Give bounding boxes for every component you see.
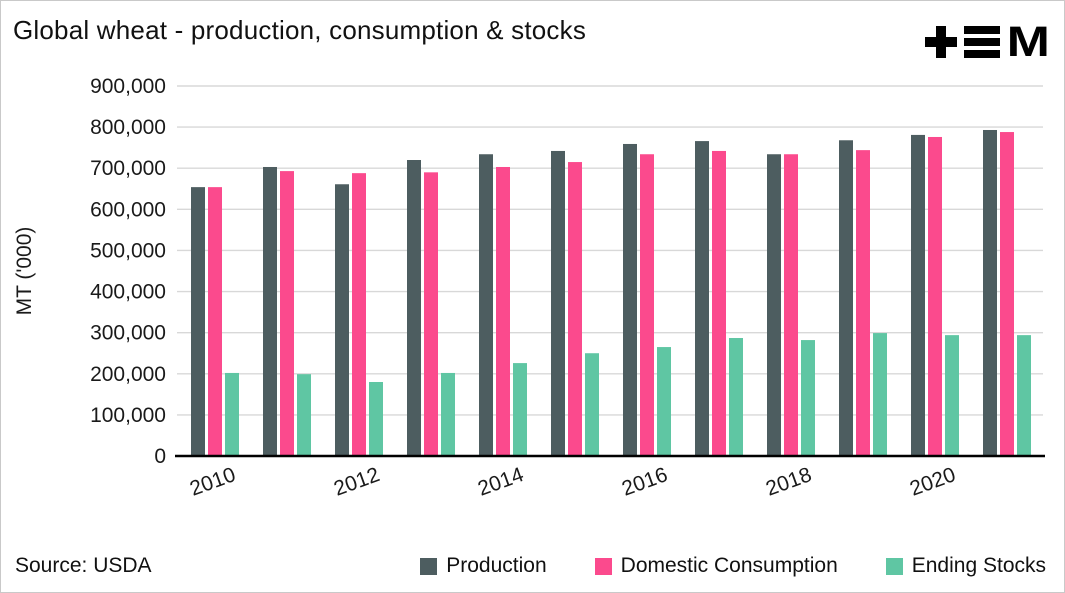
bar-production-2014 xyxy=(479,154,493,456)
y-tick-label-600000: 600,000 xyxy=(90,198,166,221)
bar-ending-stocks-2017 xyxy=(729,338,743,456)
logo-bars-icon xyxy=(963,26,1000,58)
bar-production-2012 xyxy=(335,184,349,456)
bar-production-2017 xyxy=(695,141,709,456)
bar-ending-stocks-2016 xyxy=(657,347,671,456)
bar-ending-stocks-2020 xyxy=(945,335,959,456)
x-tick-label-2014: 2014 xyxy=(475,463,527,501)
x-tick-label-2010: 2010 xyxy=(187,463,239,501)
y-tick-label-0: 0 xyxy=(154,445,166,468)
logo-m-letter: M xyxy=(1006,18,1050,66)
bar-domestic-consumption-2021 xyxy=(1000,132,1014,456)
bar-domestic-consumption-2020 xyxy=(928,136,942,456)
legend-label-production: Production xyxy=(446,554,547,577)
bar-production-2011 xyxy=(263,166,277,456)
bar-domestic-consumption-2014 xyxy=(496,166,510,456)
bar-chart: 0 100,000 200,000 300,000 400,000 500,000 600,… xyxy=(1,61,1064,523)
bar-production-2019 xyxy=(839,140,853,456)
bar-ending-stocks-2019 xyxy=(873,333,887,456)
bar-production-2021 xyxy=(983,129,997,456)
legend-item-production: Production xyxy=(420,554,547,578)
legend-swatch-ending-stocks xyxy=(885,557,903,575)
bar-ending-stocks-2018 xyxy=(801,340,815,456)
y-tick-label-200000: 200,000 xyxy=(90,363,166,386)
bar-production-2020 xyxy=(911,134,925,456)
bar-ending-stocks-2010 xyxy=(225,372,239,456)
legend-swatch-production xyxy=(420,557,438,575)
x-tick-label-2018: 2018 xyxy=(763,463,815,501)
y-axis-label: MT ('000) xyxy=(13,227,36,316)
bar-ending-stocks-2014 xyxy=(513,363,527,456)
x-tick-label-2012: 2012 xyxy=(331,463,383,501)
y-tick-label-900000: 900,000 xyxy=(90,75,166,98)
bar-production-2016 xyxy=(623,143,637,456)
bar-ending-stocks-2012 xyxy=(369,382,383,456)
legend-label-domestic-consumption: Domestic Consumption xyxy=(620,554,838,577)
bar-domestic-consumption-2015 xyxy=(568,162,582,457)
bar-chart-canvas: 0 100,000 200,000 300,000 400,000 500,000 600,… xyxy=(13,75,1045,501)
y-tick-label-700000: 700,000 xyxy=(90,157,166,180)
y-tick-label-300000: 300,000 xyxy=(90,322,166,345)
bar-production-2018 xyxy=(767,154,781,456)
bar-production-2013 xyxy=(407,160,421,456)
legend: Production Domestic Consumption Ending S… xyxy=(420,554,1046,578)
bar-domestic-consumption-2019 xyxy=(856,150,870,456)
bar-production-2015 xyxy=(551,150,565,456)
y-tick-label-500000: 500,000 xyxy=(90,239,166,262)
brand-logo: M xyxy=(924,17,1050,67)
legend-swatch-domestic-consumption xyxy=(594,557,612,575)
bar-domestic-consumption-2010 xyxy=(208,187,222,456)
bar-domestic-consumption-2017 xyxy=(712,150,726,456)
y-tick-label-800000: 800,000 xyxy=(90,116,166,139)
bar-domestic-consumption-2018 xyxy=(784,154,798,456)
legend-item-domestic-consumption: Domestic Consumption xyxy=(594,554,838,578)
source-label: Source: USDA xyxy=(15,554,152,577)
chart-header: Global wheat - production, consumption &… xyxy=(1,1,1064,63)
bar-ending-stocks-2013 xyxy=(441,372,455,456)
bar-ending-stocks-2021 xyxy=(1017,335,1031,456)
bar-production-2010 xyxy=(191,187,205,456)
bar-ending-stocks-2015 xyxy=(585,353,599,456)
x-tick-label-2016: 2016 xyxy=(619,463,671,501)
y-tick-label-400000: 400,000 xyxy=(90,281,166,304)
y-tick-label-100000: 100,000 xyxy=(90,404,166,427)
x-tick-label-2020: 2020 xyxy=(907,463,959,501)
bar-domestic-consumption-2013 xyxy=(424,172,438,456)
logo-plus-icon xyxy=(924,26,957,58)
legend-item-ending-stocks: Ending Stocks xyxy=(885,554,1046,578)
legend-label-ending-stocks: Ending Stocks xyxy=(911,554,1046,577)
chart-title: Global wheat - production, consumption &… xyxy=(13,15,587,45)
bar-domestic-consumption-2012 xyxy=(352,173,366,456)
chart-footer: Source: USDA Production Domestic Consump… xyxy=(1,554,1064,578)
bar-domestic-consumption-2016 xyxy=(640,154,654,456)
bar-domestic-consumption-2011 xyxy=(280,171,294,456)
bar-ending-stocks-2011 xyxy=(297,374,311,456)
